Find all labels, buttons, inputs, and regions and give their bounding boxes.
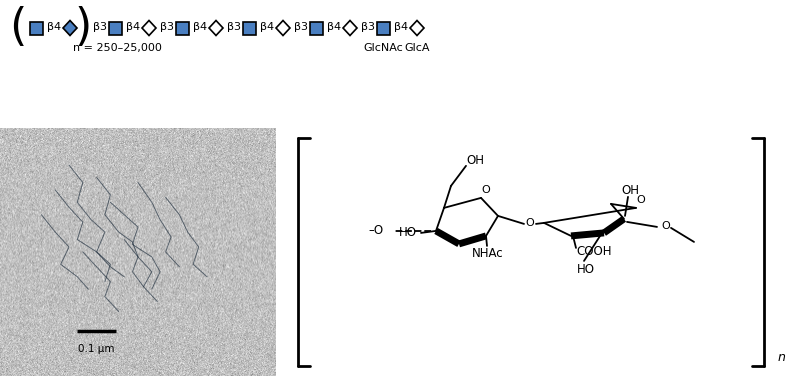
Text: GlcNAc: GlcNAc	[364, 43, 403, 53]
Text: β3: β3	[361, 22, 375, 32]
Polygon shape	[209, 21, 223, 35]
Text: β3: β3	[160, 22, 174, 32]
Bar	[30, 21, 43, 35]
Text: OH: OH	[466, 155, 484, 167]
Text: ): )	[74, 6, 92, 50]
Polygon shape	[410, 21, 424, 35]
Bar	[377, 21, 390, 35]
Text: β3: β3	[294, 22, 308, 32]
Polygon shape	[142, 21, 156, 35]
Text: HO: HO	[577, 264, 595, 276]
Polygon shape	[343, 21, 357, 35]
Text: NHAc: NHAc	[472, 247, 504, 261]
Text: COOH: COOH	[576, 246, 612, 258]
Text: O: O	[526, 218, 534, 228]
Text: n: n	[778, 352, 786, 364]
Text: O: O	[637, 195, 646, 205]
Bar	[109, 21, 122, 35]
Bar	[310, 21, 323, 35]
Text: β4: β4	[394, 22, 408, 32]
Text: (: (	[10, 6, 26, 50]
Text: –O: –O	[369, 224, 383, 237]
Text: O: O	[662, 221, 670, 231]
Text: β4: β4	[47, 22, 61, 32]
Text: OH: OH	[621, 184, 639, 197]
Text: β4: β4	[193, 22, 207, 32]
Polygon shape	[63, 21, 77, 35]
Bar	[176, 21, 189, 35]
Text: 0.1 μm: 0.1 μm	[78, 344, 115, 354]
Text: GlcA: GlcA	[404, 43, 430, 53]
Text: β3: β3	[227, 22, 241, 32]
Text: n = 250–25,000: n = 250–25,000	[73, 43, 162, 53]
Text: O: O	[482, 185, 490, 195]
Bar	[243, 21, 256, 35]
Text: β3: β3	[93, 22, 107, 32]
Text: β4: β4	[260, 22, 274, 32]
Polygon shape	[276, 21, 290, 35]
Text: β4: β4	[327, 22, 341, 32]
Text: HO: HO	[399, 226, 417, 240]
Text: β4: β4	[126, 22, 140, 32]
